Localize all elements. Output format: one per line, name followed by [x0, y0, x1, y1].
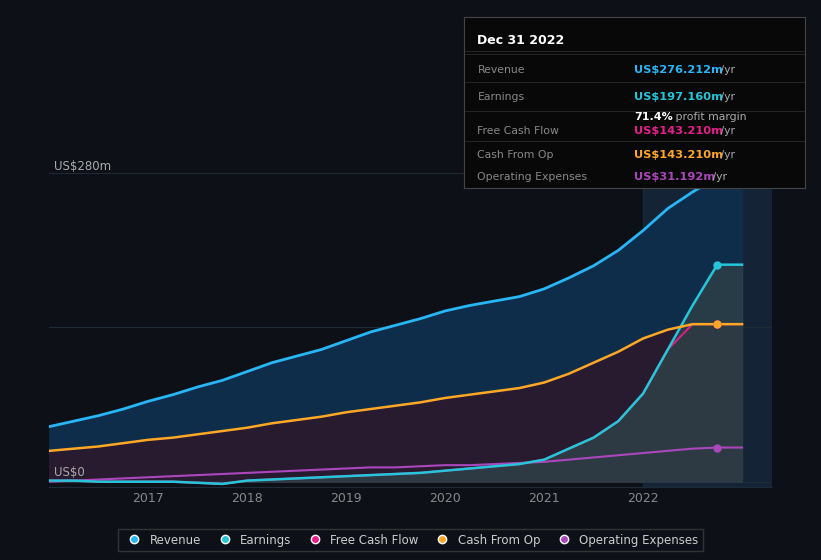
- Text: US$276.212m: US$276.212m: [635, 65, 723, 74]
- Text: 71.4%: 71.4%: [635, 111, 673, 122]
- Text: /yr: /yr: [709, 172, 727, 183]
- Text: /yr: /yr: [717, 150, 735, 160]
- Text: Revenue: Revenue: [478, 65, 525, 74]
- Text: profit margin: profit margin: [672, 111, 746, 122]
- Text: Operating Expenses: Operating Expenses: [478, 172, 588, 183]
- Bar: [643, 151, 772, 487]
- Text: Earnings: Earnings: [478, 92, 525, 102]
- Text: Free Cash Flow: Free Cash Flow: [478, 126, 559, 136]
- Text: /yr: /yr: [717, 126, 735, 136]
- Text: US$197.160m: US$197.160m: [635, 92, 723, 102]
- Text: /yr: /yr: [717, 92, 735, 102]
- Text: /yr: /yr: [717, 65, 735, 74]
- Text: US$143.210m: US$143.210m: [635, 126, 723, 136]
- Text: US$31.192m: US$31.192m: [635, 172, 715, 183]
- Legend: Revenue, Earnings, Free Cash Flow, Cash From Op, Operating Expenses: Revenue, Earnings, Free Cash Flow, Cash …: [118, 529, 703, 551]
- Text: US$280m: US$280m: [54, 160, 112, 173]
- Text: US$0: US$0: [54, 466, 85, 479]
- Text: US$143.210m: US$143.210m: [635, 150, 723, 160]
- Text: Dec 31 2022: Dec 31 2022: [478, 34, 565, 47]
- Text: Cash From Op: Cash From Op: [478, 150, 554, 160]
